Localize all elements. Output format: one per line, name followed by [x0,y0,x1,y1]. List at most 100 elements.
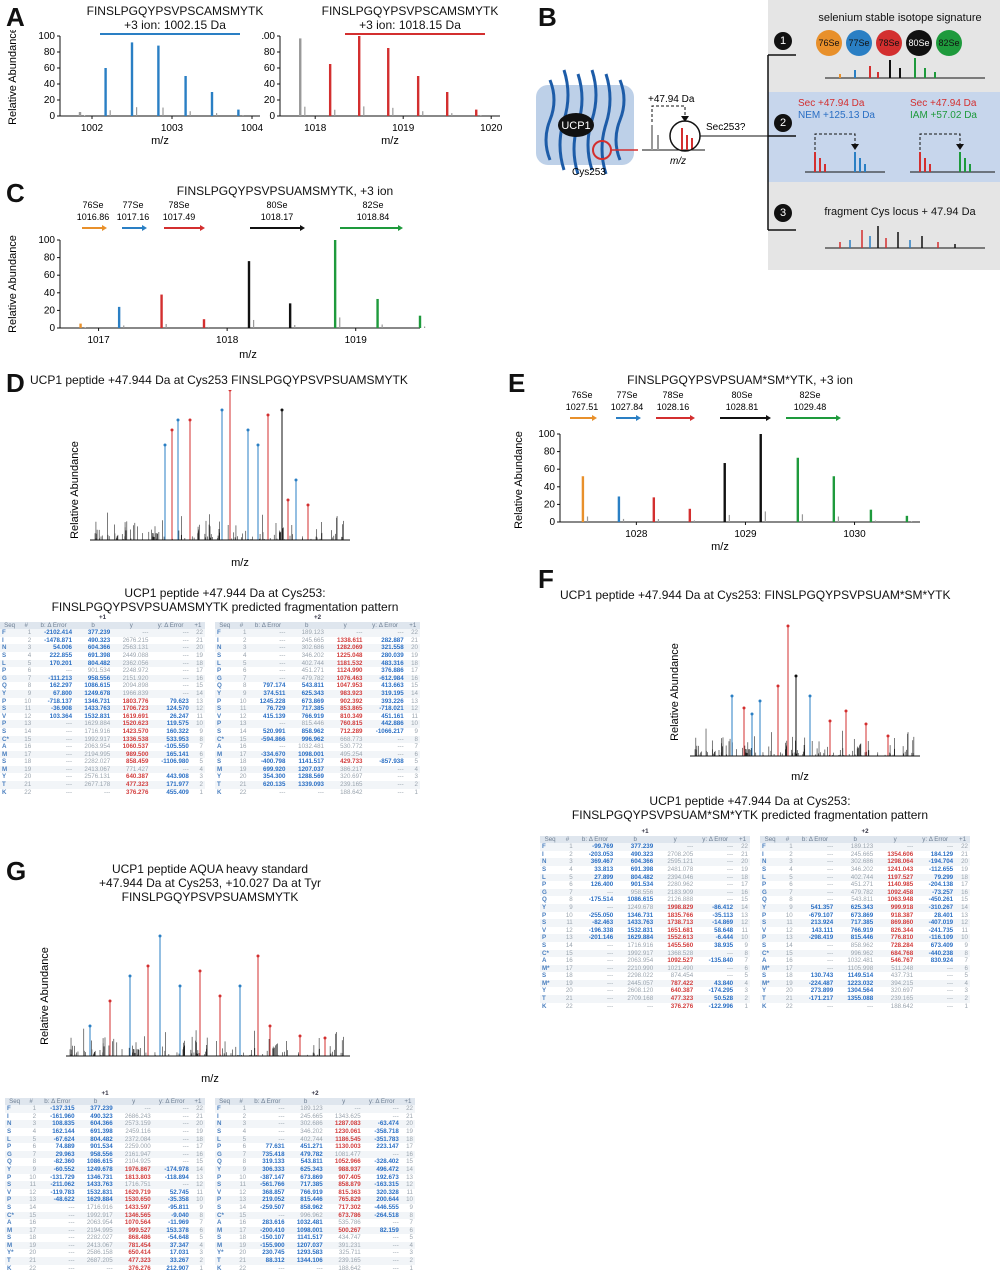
table-cell: --- [875,843,916,851]
table-cell: 28.401 [934,911,954,919]
table-cell: 15 [234,735,249,744]
table-cell: 1047.953 [336,682,363,690]
table-cell: --- [726,896,734,904]
table-cell: P [2,697,7,705]
table-cell: 9 [199,1203,203,1211]
table-cell: 3 [199,1249,203,1257]
table-cell: 5 [560,873,575,882]
table-cell: --- [182,1112,189,1120]
table-cell: --- [278,1127,285,1135]
table-cell: 7 [19,674,34,683]
table-cell: --- [150,629,191,637]
table-cell: 1052.966 [334,1158,361,1166]
table-cell: Q [217,1158,222,1166]
table-cell: 6 [735,964,750,973]
table-col-header: y [112,621,151,630]
table-cell: C* [760,949,781,958]
panel-g-title-2: +47.944 Da at Cys253, +10.027 Da at Tyr [99,876,321,890]
table-cell: 797.174 [263,682,286,690]
table-cell: --- [826,941,834,949]
table-row: Q 8 --- 543.811 1063.948 -450.261 15 [760,896,970,904]
e-iso-78: 78Se [662,390,683,400]
table-cell: M [215,1226,235,1235]
table-cell: 1223.032 [835,979,876,988]
table-cell: 19 [19,765,34,774]
table-cell: 2 [405,781,420,789]
table-cell: 1 [744,1002,748,1010]
table-cell: 368.857 [262,1188,285,1196]
table-cell: 212.907 [166,1264,189,1272]
table-cell: 853.865 [325,705,365,713]
table-cell: 4 [242,1127,247,1135]
table-row: S 4 162.144 691.398 2459.116 --- 19 [5,1128,205,1136]
table-cell: 771.427 [112,765,151,774]
table-cell: 5 [414,758,418,766]
table-cell: -1478.871 [44,636,73,644]
table-cell: 20 [190,644,205,652]
table-cell: 1433.763 [615,919,656,927]
ion-marker [808,694,812,698]
table-cell: --- [65,758,73,766]
table-cell: 18 [190,1135,205,1144]
ion-marker [256,443,260,447]
chart-e-ylabel: Relative Abundance [513,431,525,529]
table-cell: 490.323 [90,1112,113,1120]
table-cell: 103.364 [49,712,73,720]
table-cell: 8 [789,896,793,904]
table-cell: --- [182,1143,189,1151]
ion-marker [794,674,798,678]
table-cell: 1282.069 [325,644,365,652]
c-iso-82: 82Se [362,200,383,210]
table-cell: 19 [234,1241,249,1250]
table-cell: 1629.884 [76,1196,115,1204]
table-cell: -264.518 [362,1211,401,1220]
y-tick-label: 40 [44,288,56,299]
table-cell: 429.733 [340,758,363,766]
table-cell: 76.729 [248,705,288,713]
table-cell: P [5,1196,25,1204]
table-row: M* 19 -224.487 1223.032 394.215 --- 4 [760,979,970,988]
table-cell: 1651.681 [667,926,694,934]
table-cell: G [760,888,781,897]
table-cell: 1086.615 [84,682,111,690]
table-row: P 6 74.889 901.534 2259.000 --- 17 [5,1143,205,1151]
table-cell: 9 [964,941,968,949]
table-cell: 13 [961,911,968,919]
bar [832,476,836,522]
table-cell: 1336.538 [112,735,151,744]
table-cell: 3 [560,858,575,866]
y-tick-label: 20 [44,95,56,106]
table-cell: -224.487 [794,979,836,988]
table-cell: --- [826,957,834,965]
panel-d-table-title-2: FINSLPGQYPSVPSUAMSMYTK predicted fragmen… [51,600,399,614]
table-row: S 4 --- 346.202 1230.061 -358.718 19 [215,1128,415,1136]
table-cell: 19 [196,651,203,659]
satellite-bar [764,511,766,522]
table-row: Y 20 --- 2608.120 640.387 -174.295 3 [540,987,750,995]
table-cell: 691.398 [630,865,654,873]
table-cell: 15 [196,1158,203,1166]
table-cell: 1149.514 [847,972,874,980]
table-cell: 19 [196,1127,203,1135]
table-cell: -73.257 [915,888,956,897]
table-cell: 21 [560,995,575,1003]
table-row: P 13 --- 815.446 760.815 442.886 10 [215,720,420,728]
table-cell: 13 [19,720,34,728]
table-cell: S [217,1203,222,1211]
table-cell: --- [695,858,736,866]
table-cell: 7 [780,888,795,897]
table-cell: --- [574,964,616,973]
table-cell: 33.813 [594,865,614,873]
table-cell: 1092.458 [875,888,916,897]
table-cell: Y [215,1165,235,1174]
table-cell: 20 [405,644,420,652]
table-cell: 1207.037 [287,765,326,774]
table-cell: L [5,1135,25,1144]
table-cell: --- [695,964,736,973]
table-cell: 6 [32,1143,37,1151]
table-cell: P [7,1173,12,1181]
table-cell: --- [248,629,288,637]
table-row: C* 15 --- 1992.917 1336.538 533.953 8 [0,735,205,744]
table-cell: 346.202 [301,651,324,659]
table-cell: 1032.481 [298,743,324,751]
